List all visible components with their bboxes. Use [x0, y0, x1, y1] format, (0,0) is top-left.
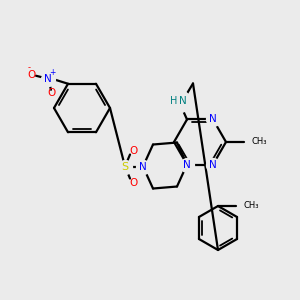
Text: O: O [130, 178, 138, 188]
Text: H: H [170, 97, 178, 106]
Text: N: N [139, 161, 147, 172]
Text: +: + [49, 68, 55, 77]
Text: O: O [47, 88, 55, 98]
Text: -: - [28, 63, 31, 72]
Text: S: S [122, 161, 129, 172]
Text: CH₃: CH₃ [244, 202, 260, 211]
Text: O: O [28, 70, 36, 80]
Text: N: N [44, 74, 52, 84]
Text: O: O [130, 146, 138, 155]
Text: N: N [209, 115, 217, 124]
Text: CH₃: CH₃ [252, 137, 268, 146]
Text: N: N [179, 97, 187, 106]
Text: N: N [209, 160, 217, 170]
Text: N: N [183, 160, 191, 170]
